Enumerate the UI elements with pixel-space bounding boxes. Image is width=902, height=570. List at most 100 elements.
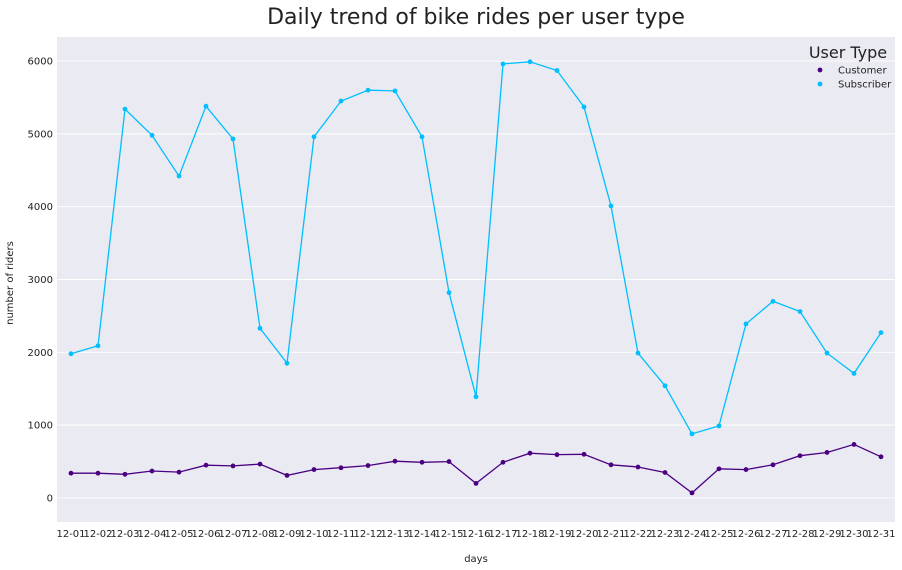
data-point-customer — [95, 470, 101, 476]
x-tick-label: 12-31 — [866, 529, 895, 540]
y-tick-label: 1000 — [28, 421, 53, 432]
x-tick-label: 12-26 — [731, 529, 760, 540]
data-point-customer — [608, 462, 614, 468]
data-point-subscriber — [284, 360, 290, 366]
data-point-subscriber — [851, 371, 857, 376]
data-point-customer — [851, 442, 857, 447]
data-point-subscriber — [770, 298, 776, 304]
x-tick-label: 12-08 — [245, 529, 274, 540]
x-tick-label: 12-16 — [461, 529, 490, 540]
data-point-subscriber — [689, 431, 695, 437]
data-point-customer — [311, 467, 317, 472]
data-point-customer — [743, 467, 749, 472]
data-point-customer — [122, 471, 128, 477]
x-tick-label: 12-15 — [434, 529, 463, 540]
data-point-customer — [554, 452, 560, 458]
x-tick-label: 12-30 — [839, 529, 868, 540]
x-tick-label: 12-03 — [110, 529, 139, 540]
data-point-subscriber — [149, 132, 155, 138]
x-tick-label: 12-18 — [515, 529, 544, 540]
x-tick-label: 12-27 — [758, 529, 787, 540]
data-point-customer — [392, 458, 398, 464]
x-tick-label: 12-12 — [353, 529, 382, 540]
data-point-subscriber — [365, 87, 371, 93]
x-axis-label: days — [464, 554, 488, 565]
legend-marker — [817, 67, 823, 73]
data-point-subscriber — [500, 61, 506, 67]
legend-marker — [817, 81, 823, 87]
x-tick-label: 12-23 — [650, 529, 679, 540]
x-tick-label: 12-25 — [704, 529, 733, 540]
x-tick-label: 12-29 — [812, 529, 841, 540]
x-tick-label: 12-06 — [191, 529, 220, 540]
data-point-customer — [68, 470, 74, 476]
data-point-customer — [338, 465, 344, 471]
data-point-subscriber — [176, 173, 182, 179]
x-tick-label: 12-02 — [83, 529, 112, 540]
data-point-subscriber — [797, 309, 803, 314]
data-point-subscriber — [473, 394, 479, 400]
data-point-subscriber — [608, 203, 614, 209]
data-point-customer — [527, 450, 533, 456]
data-point-customer — [149, 468, 155, 474]
data-point-subscriber — [257, 325, 263, 331]
x-tick-label: 12-28 — [785, 529, 814, 540]
y-tick-label: 4000 — [28, 202, 53, 213]
data-point-subscriber — [95, 343, 101, 349]
x-tick-label: 12-17 — [488, 529, 517, 540]
data-point-subscriber — [338, 98, 344, 104]
legend-label: Subscriber — [838, 80, 892, 91]
data-point-subscriber — [311, 134, 317, 140]
data-point-customer — [365, 463, 371, 468]
data-point-subscriber — [203, 103, 209, 109]
x-tick-label: 12-24 — [677, 529, 706, 540]
data-point-subscriber — [662, 383, 668, 389]
y-axis-label: number of riders — [5, 241, 16, 325]
data-point-customer — [419, 459, 425, 465]
data-point-customer — [257, 461, 263, 467]
chart-title: Daily trend of bike rides per user type — [267, 5, 685, 30]
legend-label: Customer — [838, 66, 887, 77]
data-point-subscriber — [419, 134, 425, 140]
data-point-subscriber — [635, 350, 641, 356]
data-point-subscriber — [122, 106, 128, 112]
y-tick-label: 3000 — [28, 275, 53, 286]
data-point-customer — [284, 472, 290, 478]
data-point-customer — [797, 453, 803, 459]
y-tick-labels: 0 1000 2000 3000 4000 5000 6000 — [28, 57, 53, 505]
x-tick-label: 12-22 — [623, 529, 652, 540]
y-tick-label: 2000 — [28, 348, 53, 359]
x-tick-label: 12-09 — [272, 529, 301, 540]
x-tick-label: 12-20 — [569, 529, 598, 540]
legend: User Type Customer Subscriber — [809, 43, 892, 91]
x-tick-label: 12-11 — [326, 529, 355, 540]
data-point-customer — [581, 451, 587, 457]
data-point-customer — [716, 466, 722, 472]
data-point-subscriber — [446, 290, 452, 296]
data-point-subscriber — [68, 351, 74, 357]
data-point-customer — [446, 459, 452, 464]
x-tick-label: 12-07 — [218, 529, 247, 540]
data-point-customer — [662, 470, 668, 475]
legend-items: Customer Subscriber — [817, 66, 892, 91]
x-tick-label: 12-10 — [299, 529, 328, 540]
data-point-customer — [770, 462, 776, 468]
x-tick-labels: 12-0112-0212-0312-0412-0512-0612-0712-08… — [56, 529, 895, 540]
data-point-subscriber — [581, 104, 587, 110]
data-point-subscriber — [392, 88, 398, 94]
data-point-customer — [473, 481, 479, 486]
x-tick-label: 12-05 — [164, 529, 193, 540]
x-tick-label: 12-21 — [596, 529, 625, 540]
legend-title: User Type — [809, 43, 887, 62]
data-point-customer — [878, 454, 884, 460]
y-tick-label: 6000 — [28, 57, 53, 68]
data-point-subscriber — [527, 59, 533, 65]
data-point-customer — [230, 463, 236, 469]
data-point-customer — [824, 450, 830, 455]
series-lines — [68, 59, 884, 496]
x-tick-label: 12-13 — [380, 529, 409, 540]
data-point-customer — [203, 462, 209, 468]
y-tick-label: 0 — [47, 493, 53, 504]
data-point-customer — [689, 490, 695, 496]
